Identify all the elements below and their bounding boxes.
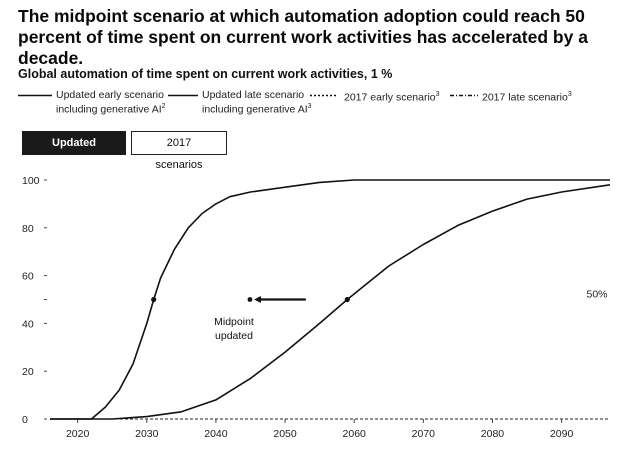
x-tick-label-2090: 2090 — [550, 428, 574, 440]
y-tick-label-20: 20 — [22, 366, 34, 378]
page-title: The midpoint scenario at which automatio… — [18, 6, 588, 68]
annotation-label-line1: Midpoint — [214, 316, 254, 328]
x-tick-label-2030: 2030 — [135, 428, 159, 440]
chart-subtitle-text: Global automation of time spent on curre… — [18, 67, 368, 81]
legend-sup-updated-late: 3 — [307, 103, 312, 110]
legend-label-2017-early: 2017 early scenario — [344, 91, 436, 104]
reference-label-50-percent: 50% — [586, 289, 607, 301]
series-line-1 — [50, 184, 611, 420]
x-tick-label-2060: 2060 — [343, 428, 367, 440]
series-line-0 — [50, 179, 610, 420]
x-tick-label-2020: 2020 — [66, 428, 90, 440]
legend-label-updated-early-line2: including generative AI — [56, 103, 162, 116]
y-tick-label-0: 0 — [22, 414, 28, 426]
legend-sup-updated-early: 2 — [161, 103, 166, 110]
chart-subtitle-suffix: 1 % — [370, 67, 393, 81]
y-tick-label-40: 40 — [22, 318, 34, 330]
legend-label-updated-late-line2: including generative AI — [202, 103, 308, 116]
legend-sup-2017-early: 3 — [435, 91, 440, 98]
x-tick-label-2050: 2050 — [273, 428, 297, 440]
x-tick-label-2080: 2080 — [481, 428, 505, 440]
annotation-label-line2: updated — [215, 330, 253, 342]
legend-sup-2017-late: 3 — [567, 91, 572, 98]
annotation-marker — [247, 297, 253, 302]
x-tick-label-2040: 2040 — [204, 428, 228, 440]
legend-label-updated-late-line1: Updated late scenario — [202, 89, 305, 101]
y-tick-label-80: 80 — [22, 223, 34, 235]
midpoint-marker-0 — [151, 296, 157, 303]
y-tick-label-100: 100 — [22, 175, 40, 187]
y-tick-label-60: 60 — [22, 271, 34, 283]
x-tick-label-2070: 2070 — [412, 428, 436, 440]
toggle-updated-scenarios[interactable]: Updated scenarios — [22, 131, 126, 171]
chart-subtitle: Global automation of time spent on curre… — [18, 67, 392, 81]
legend-label-updated-early-line1: Updated early scenario — [56, 89, 164, 101]
toggle-2017-scenarios[interactable]: 2017 scenarios — [131, 131, 227, 171]
annotation-arrow-head — [253, 296, 261, 303]
legend-label-2017-late: 2017 late scenario — [482, 91, 568, 104]
midpoint-marker-1 — [344, 296, 350, 303]
